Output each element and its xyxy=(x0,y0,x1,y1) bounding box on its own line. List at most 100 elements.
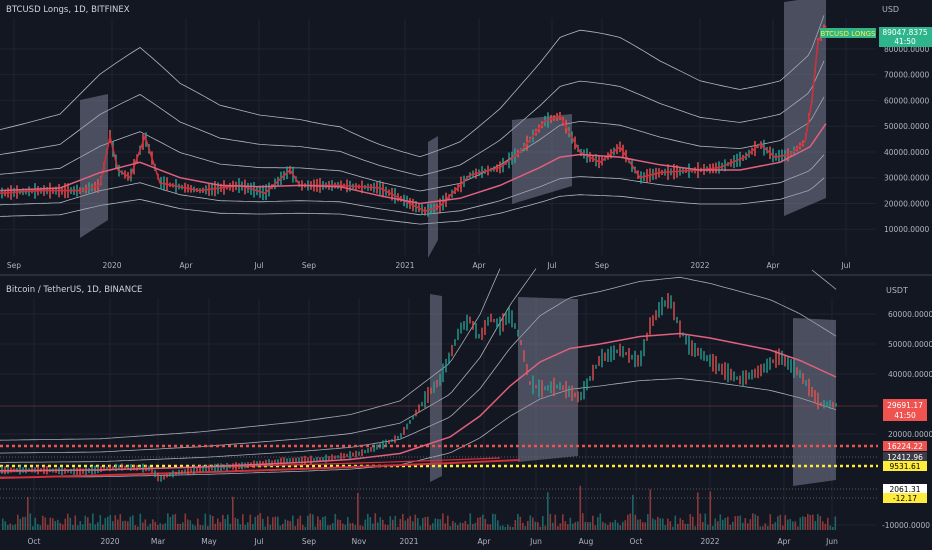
top-x-tick-label: 2022 xyxy=(690,261,709,270)
bottom-volume-bar xyxy=(637,519,639,530)
bottom-volume-bar xyxy=(277,516,279,530)
bottom-volume-bar xyxy=(657,516,659,530)
bottom-volume-bar xyxy=(104,518,107,530)
bottom-volume-bar xyxy=(2,518,4,530)
bottom-volume-bar xyxy=(784,515,787,530)
bottom-volume-bar xyxy=(394,515,397,530)
top-grid xyxy=(0,18,876,255)
bottom-volume-bar xyxy=(694,526,697,530)
top-y-tick-label: 50000.0000 xyxy=(884,122,930,131)
bottom-y-tick-label: -10000.0000 xyxy=(882,521,930,530)
bottom-x-tick-label: Oct xyxy=(28,537,41,546)
top-y-axis: 80000.0000 70000.0000 60000.0000 50000.0000… xyxy=(884,45,930,234)
bottom-volume-bar xyxy=(702,521,704,530)
bottom-volume-bar xyxy=(617,522,619,530)
bottom-volume-bar xyxy=(174,514,177,530)
bottom-volume-bar xyxy=(712,526,714,530)
bottom-volume-bar xyxy=(762,526,764,530)
bottom-volume-bar xyxy=(249,514,252,530)
bottom-x-tick-label: 2022 xyxy=(700,537,719,546)
top-chart-title: BTCUSD Longs, 1D, BITFINEX xyxy=(6,5,130,15)
bottom-volume-bar xyxy=(369,517,372,530)
bottom-volume-bar xyxy=(579,485,582,530)
bottom-volume-bar xyxy=(374,513,377,530)
top-x-tick-label: Apr xyxy=(473,261,487,270)
bottom-volume-bar xyxy=(562,514,564,530)
bottom-volume-bar xyxy=(92,513,94,530)
bottom-volume-bar xyxy=(557,526,559,530)
bottom-volume-bar xyxy=(452,521,454,530)
bottom-volume-bar xyxy=(377,522,379,530)
bottom-volume-bar xyxy=(302,524,304,530)
bottom-volume-bar xyxy=(82,524,84,530)
bottom-volume-bar xyxy=(747,523,749,530)
bottom-volume-bar xyxy=(67,513,69,530)
bottom-x-tick-label: Aug xyxy=(579,537,594,546)
bottom-y-tick-label: 20000.0000 xyxy=(888,430,932,439)
bottom-volume-bar xyxy=(774,522,777,530)
top-x-tick-label: Sep xyxy=(7,261,21,270)
top-y-tick-label: 10000.0000 xyxy=(884,225,930,234)
bottom-volume-bar xyxy=(519,516,522,530)
bottom-volume-bar xyxy=(614,519,617,530)
bottom-volume-bar xyxy=(504,526,507,530)
bottom-volume-bar xyxy=(634,514,637,530)
bottom-volume-bar xyxy=(194,525,197,530)
bottom-volume-bar xyxy=(669,521,672,530)
bottom-volume-bar xyxy=(39,525,42,530)
bottom-level-tag xyxy=(883,493,927,503)
bottom-volume-bar xyxy=(329,525,332,530)
bottom-volume-bar xyxy=(212,515,214,530)
top-band-line xyxy=(0,177,825,225)
bottom-volume-bar xyxy=(814,520,817,530)
bottom-volume-bar xyxy=(44,517,47,530)
bottom-volume-bar xyxy=(309,513,312,530)
bottom-volume-bar xyxy=(714,518,717,530)
bottom-volume-bar xyxy=(477,517,479,530)
bottom-volume-bar xyxy=(64,518,67,530)
bottom-volume-bar xyxy=(202,525,204,530)
top-bollinger-bands xyxy=(0,15,825,225)
bottom-volume-bar xyxy=(482,514,484,530)
bottom-volume-bar xyxy=(549,513,552,530)
bottom-price-time: 41:50 xyxy=(894,411,916,420)
bottom-volume-bar xyxy=(214,523,217,530)
bottom-volume-bar xyxy=(402,514,404,530)
bottom-volume-bar xyxy=(779,514,782,530)
bottom-volume-bar xyxy=(34,517,37,530)
bottom-volume-bar xyxy=(257,515,259,530)
bottom-volume-bar xyxy=(439,519,442,530)
bottom-volume-bar xyxy=(754,514,757,530)
bottom-volume-bar xyxy=(719,514,722,530)
bottom-highlight-box xyxy=(430,294,442,482)
bottom-volume-bar xyxy=(817,514,819,530)
top-x-tick-label: 2020 xyxy=(102,261,121,270)
bottom-volume-bar xyxy=(782,525,784,530)
bottom-volume-bar xyxy=(59,522,62,530)
bottom-volume-bar xyxy=(717,521,719,530)
bottom-volume-bar xyxy=(502,525,504,530)
bottom-volume-bar xyxy=(429,525,432,530)
bottom-price-text: 29691.17 xyxy=(887,401,923,410)
bottom-volume-bar xyxy=(682,519,684,530)
bottom-volume-bar xyxy=(119,514,122,530)
bottom-volume-bar xyxy=(294,526,297,530)
bottom-volume-bar xyxy=(99,514,102,530)
top-highlight-boxes xyxy=(80,0,826,258)
top-x-tick-label: 2021 xyxy=(395,261,414,270)
bottom-volume-bar xyxy=(229,523,232,530)
bottom-volume-bar xyxy=(769,514,772,530)
bottom-volume-bar xyxy=(764,523,767,530)
top-x-tick-label: Sep xyxy=(595,261,609,270)
bottom-volume-bar xyxy=(542,515,544,530)
bottom-volume-bar xyxy=(489,524,492,530)
bottom-volume-bar xyxy=(404,520,407,530)
bottom-y-tick-label: 40000.0000 xyxy=(888,370,932,379)
bottom-x-tick-label: 2020 xyxy=(100,537,119,546)
bottom-volume-bar xyxy=(659,518,662,530)
top-highlight-box xyxy=(428,136,438,258)
bottom-volume-bar xyxy=(407,518,409,530)
bottom-volume-bar xyxy=(357,493,359,530)
bottom-level-tag xyxy=(883,452,927,462)
